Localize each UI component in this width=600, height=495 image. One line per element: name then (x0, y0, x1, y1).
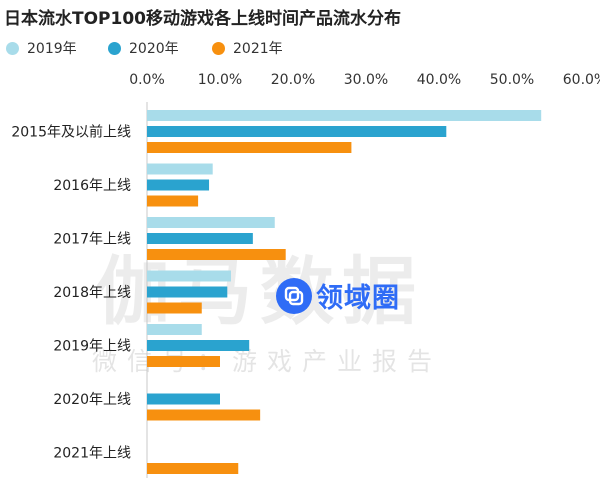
bar-2019年-2017年上线 (147, 217, 275, 228)
bar-2020年-2017年上线 (147, 233, 253, 244)
legend-swatch-2019 (6, 41, 19, 55)
logo-text: 领域圈 (316, 283, 400, 314)
chart-title: 日本流水TOP100移动游戏各上线时间产品流水分布 (4, 9, 401, 29)
category-label: 2017年上线 (53, 232, 131, 248)
legend-label-2019: 2019年 (27, 41, 77, 57)
bar-2019年-2019年上线 (147, 324, 202, 335)
bar-2020年-2016年上线 (147, 179, 210, 191)
bar-2020年-2018年上线 (147, 286, 228, 298)
legend-swatch-2021 (212, 41, 225, 55)
bar-2021年-2020年上线 (147, 409, 261, 421)
bar-2019年-2018年上线 (147, 270, 231, 282)
legend-item-2020: 2020年 (108, 38, 179, 58)
logo: 领域圈 (276, 276, 400, 315)
category-label: 2015年及以前上线 (11, 124, 131, 141)
x-tick-label: 20.0% (271, 72, 315, 88)
x-tick-label: 40.0% (417, 72, 461, 88)
bar-2019年-2016年上线 (147, 163, 213, 175)
bar-2021年-2018年上线 (147, 302, 202, 314)
bar-2020年-2020年上线 (147, 393, 220, 405)
category-label: 2019年上线 (53, 339, 131, 355)
bar-2021年-2019年上线 (147, 356, 220, 367)
bar-2019年-2015年及以前上线 (147, 110, 542, 121)
category-label: 2021年上线 (53, 446, 131, 462)
category-label: 2020年上线 (53, 392, 131, 408)
square-link-icon (276, 277, 312, 314)
x-tick-label: 50.0% (490, 72, 534, 88)
bar-2020年-2015年及以前上线 (147, 126, 447, 137)
legend-label-2021: 2021年 (233, 41, 283, 57)
x-tick-label: 0.0% (129, 72, 165, 88)
bar-2020年-2019年上线 (147, 340, 250, 351)
legend-item-2019: 2019年 (6, 38, 77, 58)
bar-2021年-2021年上线 (147, 463, 239, 474)
legend-swatch-2020 (108, 41, 121, 55)
bar-2021年-2015年及以前上线 (147, 142, 352, 153)
bar-2021年-2017年上线 (147, 249, 286, 260)
x-tick-label: 60.0% (563, 72, 600, 88)
x-tick-label: 30.0% (344, 72, 388, 88)
legend-label-2020: 2020年 (129, 41, 179, 57)
bar-2021年-2016年上线 (147, 195, 199, 207)
x-tick-label: 10.0% (198, 72, 242, 88)
legend-item-2021: 2021年 (212, 38, 283, 58)
category-label: 2016年上线 (53, 178, 131, 194)
category-label: 2018年上线 (53, 285, 131, 301)
